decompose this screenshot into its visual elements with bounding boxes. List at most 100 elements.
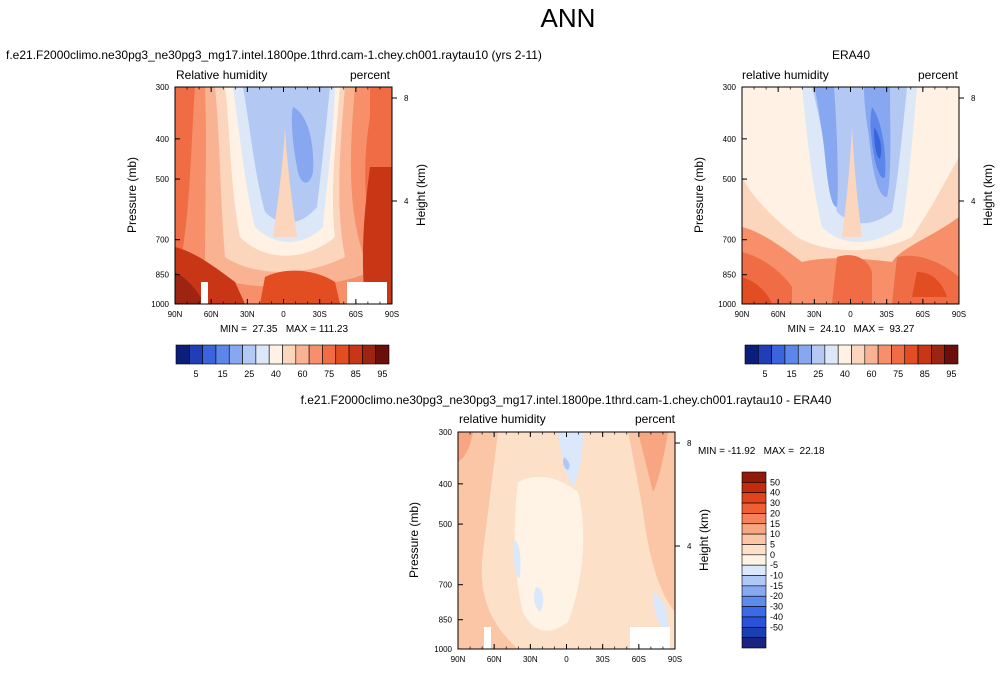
panel-era40-colorbar-swatch (744, 344, 759, 365)
panel-era40-band-12 (742, 277, 772, 304)
panel-era40-y-tick-label: 1000 (718, 300, 736, 309)
panel-era40-colorbar-swatch (944, 344, 959, 365)
panel-diff-colorbar-swatch (741, 626, 767, 638)
panel-diff-colorbar-label: -10 (770, 571, 783, 581)
panel-era40-plot-area (741, 86, 960, 305)
panel-diff-x-tick-label: 90S (668, 655, 682, 664)
panel-model-colorbar-label: 15 (218, 369, 228, 379)
panel-model-colorbar-label: 85 (351, 369, 361, 379)
panel-diff-colorbar-label: 5 (770, 539, 775, 549)
panel-diff-y-tick-label: 850 (439, 616, 453, 625)
panel-model-colorbar-label: 75 (324, 369, 334, 379)
panel-model-colorbar-swatch (295, 344, 310, 365)
panel-diff-ylabel-right: Height (km) (697, 509, 711, 571)
panel-model-y-tick-label: 300 (156, 83, 170, 92)
page-title: ANN (541, 3, 596, 33)
panel-diff-x-tick-label: 30N (523, 655, 538, 664)
panel-diff-colorbar-swatch (741, 482, 767, 494)
panel-model-x-tick-label: 30N (240, 310, 255, 319)
panel-diff-subtitle-right: percent (635, 412, 676, 426)
panel-diff-contour-band-5 (514, 476, 584, 631)
panel-diff-colorbar-swatch (741, 595, 767, 607)
panel-model-colorbar-swatch (348, 344, 363, 365)
panel-era40-x-tick-label: 60S (916, 310, 930, 319)
panel-diff-colorbar-swatch (741, 544, 767, 556)
panel-diff-x-tick-label: 60S (632, 655, 646, 664)
panel-diff-colorbar-swatch (741, 616, 767, 628)
panel-diff-contour-band-1 (458, 432, 518, 649)
panel-diff-y-tick-label: 300 (439, 428, 453, 437)
panel-model-y-tick-label: 500 (156, 175, 170, 184)
panel-model-band-9 (175, 272, 205, 304)
panel-era40-axes-group: 90N 60N 30N 0 30S 60S 90S 300 400 500 700 850 1000 8 4 (718, 83, 976, 319)
panel-diff-colorbar-label: 0 (770, 550, 775, 560)
panel-diff-contour-band-9 (533, 587, 544, 612)
panel-era40-x-tick-label: 30S (880, 310, 894, 319)
panel-era40-colorbar-swatch (824, 344, 839, 365)
panel-model-colorbar-swatch (189, 344, 203, 365)
panel-diff-colorbar-label: 40 (770, 488, 780, 498)
panel-model-wedge (273, 127, 297, 237)
panel-model-axes-group: 90N 60N 30N 0 30S 60S 90S 300 400 500 700 850 1000 8 4 (151, 83, 409, 319)
panel-era40-colorbar-swatch (784, 344, 799, 365)
panel-model-x-tick-label: 60S (349, 310, 363, 319)
panel-diff-contour-band-2 (628, 432, 675, 612)
panel-diff-plot-area (457, 431, 676, 650)
panel-era40-y-tick-label: 850 (723, 271, 737, 280)
panel-diff-colorbar-swatch (741, 554, 767, 566)
panel-era40-colorbar-swatch (931, 344, 945, 365)
panel-era40-contour-band-8 (874, 127, 882, 159)
panel-model-title: f.e21.F2000climo.ne30pg3_ne30pg3_mg17.in… (6, 48, 542, 62)
panel-model-y-tick-label: 850 (156, 271, 170, 280)
panel-model-band-10 (260, 270, 340, 304)
panel-model-colorbar-swatch (228, 344, 243, 365)
panel-diff-colorbar-label: 50 (770, 477, 780, 487)
panel-diff-contour-band-10 (653, 592, 669, 632)
panel-diff-colorbar-label: -15 (770, 581, 783, 591)
panel-diff-x-tick-label: 60N (487, 655, 502, 664)
panel-model-colorbar-swatch (282, 344, 297, 365)
panel-era40-colorbar-label: 60 (866, 369, 876, 379)
panel-diff-colorbar-label: 15 (770, 519, 780, 529)
panel-model-colorbar-swatch (308, 344, 323, 365)
panel-diff-colorbar-label: 10 (770, 529, 780, 539)
panel-diff-colorbar-label: -20 (770, 591, 783, 601)
panel-era40-colorbar-swatch (851, 344, 866, 365)
panel-era40-y-tick-label: 300 (723, 83, 737, 92)
panel-model-plot-area (174, 86, 393, 305)
panel-diff-x-tick-label: 0 (564, 655, 569, 664)
panel-model: f.e21.F2000climo.ne30pg3_ne30pg3_mg17.in… (6, 48, 542, 379)
panel-model-colorbar-swatch (175, 344, 190, 365)
panel-era40-colorbar: 5 15 25 40 60 75 85 95 (744, 344, 959, 379)
panel-era40-subtitle-right: percent (918, 68, 959, 82)
panel-era40-colorbar-label: 75 (893, 369, 903, 379)
panel-model-colorbar-label: 5 (193, 369, 198, 379)
panel-era40-wedge (842, 127, 862, 237)
panel-era40-y-right-tick-label: 8 (971, 94, 976, 103)
panel-era40-title: ERA40 (832, 48, 870, 62)
panel-diff-y-tick-label: 1000 (434, 645, 452, 654)
panel-model-colorbar-label: 95 (377, 369, 387, 379)
panel-model-colorbar-swatch (268, 344, 283, 365)
panel-diff-title: f.e21.F2000climo.ne30pg3_ne30pg3_mg17.in… (301, 393, 832, 407)
panel-diff-contour-band-7 (563, 457, 570, 470)
panel-era40-y-tick-label: 400 (723, 135, 737, 144)
panel-era40-colorbar-label: 15 (787, 369, 797, 379)
panel-era40-x-tick-label: 0 (848, 310, 853, 319)
panel-era40-stats: MIN = 24.10 MAX = 93.27 (788, 324, 915, 335)
panel-diff-x-tick-label: 90N (451, 655, 466, 664)
panel-era40-colorbar-swatch (837, 344, 852, 365)
panel-era40-x-tick-label: 30N (807, 310, 822, 319)
panel-era40-colorbar-swatch (891, 344, 906, 365)
panel-era40-colorbar-swatch (904, 344, 919, 365)
panel-diff-stats: MIN = -11.92 MAX = 22.18 (698, 446, 825, 457)
panel-diff-colorbar-swatch (741, 471, 767, 483)
panel-diff-y-tick-label: 400 (439, 480, 453, 489)
panel-diff-missing-1 (484, 627, 491, 649)
panel-model-colorbar-swatch (202, 344, 217, 365)
panel-diff-colorbar-label: -50 (770, 622, 783, 632)
panel-diff-contour-band-4 (458, 432, 473, 462)
panel-diff-colorbar-label: -5 (770, 560, 778, 570)
panel-era40-band-13 (912, 272, 947, 297)
